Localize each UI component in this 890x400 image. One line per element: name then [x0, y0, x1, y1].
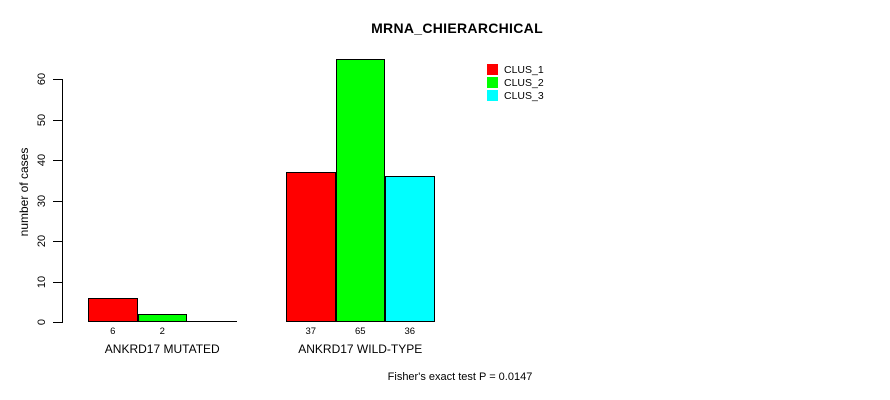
y-tick-mark: [53, 241, 63, 242]
legend-label: CLUS_1: [504, 63, 544, 76]
y-axis-label: number of cases: [17, 147, 31, 237]
bar-clus_1-mutated: [88, 297, 138, 322]
legend-swatch-clus_2: [487, 77, 498, 88]
chart-title: MRNA_CHIERARCHICAL: [371, 20, 543, 36]
bar-value-label: 6: [110, 326, 116, 337]
category-label: ANKRD17 WILD-TYPE: [298, 342, 423, 356]
legend-swatch-clus_1: [487, 64, 498, 75]
y-tick-mark: [53, 160, 63, 161]
legend-label: CLUS_2: [504, 76, 544, 89]
legend-swatch-clus_3: [487, 90, 498, 101]
y-tick-label: 0: [36, 318, 48, 326]
bar-clus_1-wild-type: [286, 172, 336, 322]
legend: CLUS_1 CLUS_2 CLUS_3: [487, 63, 544, 102]
y-tick-mark: [53, 281, 63, 283]
legend-label: CLUS_3: [504, 89, 544, 102]
bar-value-label: 2: [159, 326, 165, 337]
bar-clus_3-mutated: [187, 321, 237, 322]
y-tick-label: 10: [36, 275, 48, 288]
bar-clus_2-wild-type: [335, 58, 385, 322]
legend-item-clus_1: CLUS_1: [487, 63, 544, 76]
bar-value-label: 65: [354, 326, 366, 337]
y-tick-label: 40: [36, 153, 48, 167]
bar-clus_3-wild-type: [385, 176, 435, 322]
y-tick-mark: [53, 119, 63, 121]
y-tick-mark: [53, 200, 63, 202]
bar-value-label: 36: [404, 326, 416, 337]
legend-item-clus_2: CLUS_2: [487, 76, 544, 89]
y-tick-label: 60: [36, 72, 48, 86]
bar-value-label: 37: [305, 326, 317, 337]
legend-item-clus_3: CLUS_3: [487, 89, 544, 102]
category-label: ANKRD17 MUTATED: [104, 342, 220, 356]
bar-clus_2-mutated: [137, 313, 187, 322]
y-tick-mark: [53, 322, 63, 323]
y-tick-label: 50: [36, 113, 48, 126]
y-tick-label: 30: [36, 194, 48, 207]
annotation-fisher-test: Fisher's exact test P = 0.0147: [387, 371, 533, 383]
y-tick-label: 20: [36, 234, 48, 248]
y-tick-mark: [53, 79, 63, 80]
